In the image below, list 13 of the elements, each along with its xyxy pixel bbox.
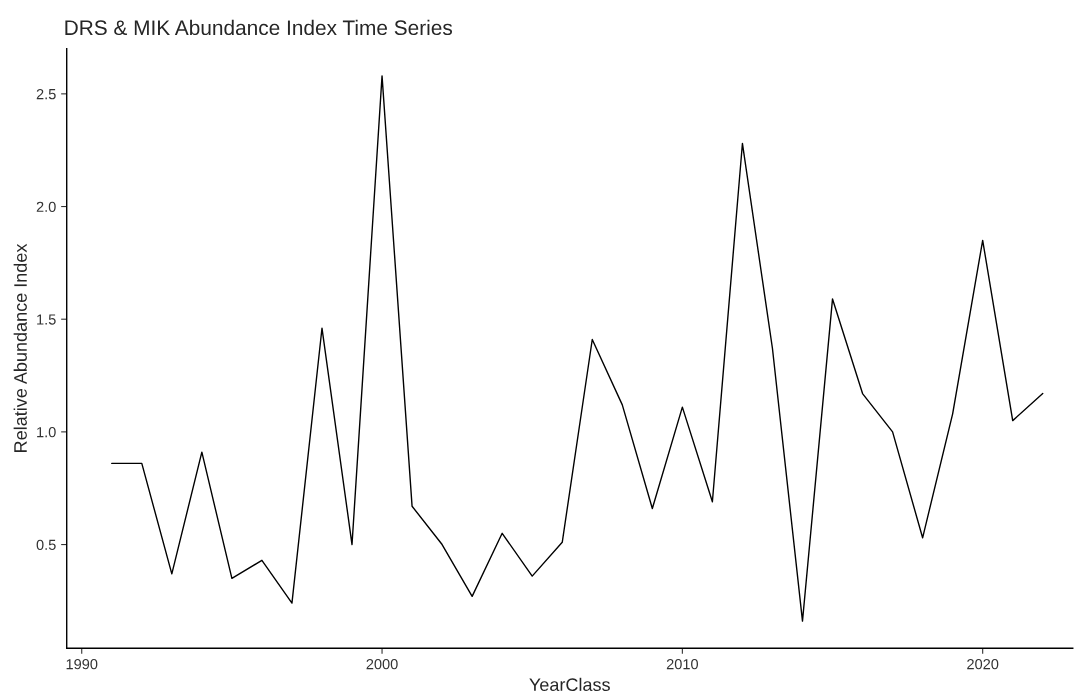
y-tick-label: 1.0 <box>37 426 56 438</box>
y-axis-title: Relative Abundance Index <box>13 243 27 452</box>
x-tick-label: 2020 <box>967 659 999 670</box>
x-axis-title: YearClass <box>529 677 610 692</box>
chart-title: DRS & MIK Abundance Index Time Series <box>65 19 453 36</box>
x-tick-label: 1990 <box>66 659 98 670</box>
y-tick-label: 1.5 <box>37 314 56 325</box>
x-tick-label: 2000 <box>366 659 398 670</box>
line-series <box>111 75 1044 622</box>
y-tick-label: 2.0 <box>36 201 56 212</box>
y-tick-label: 2.5 <box>36 88 56 100</box>
y-tick-label: 0.5 <box>36 539 56 550</box>
x-tick-label: 2010 <box>666 659 699 670</box>
